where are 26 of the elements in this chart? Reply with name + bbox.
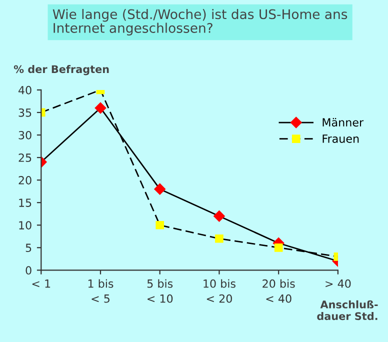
x-tick-label: < 1 (32, 280, 50, 288)
y-tick-label: 5 (26, 244, 32, 252)
point (215, 234, 224, 243)
y-axis-title: % der Befragten (14, 65, 109, 76)
y-tick-label: 25 (18, 154, 32, 162)
x-tick-label: 5 bis < 10 (147, 279, 173, 303)
y-tick-label: 40 (18, 86, 32, 94)
y-tick-label: 35 (18, 108, 32, 117)
x-axis-title: Anschluß- dauer Std. (317, 300, 378, 320)
x-tick-label: 20 bis < 40 (262, 279, 295, 303)
y-tick-label: 20 (18, 176, 32, 184)
legend-label: Frauen (322, 134, 359, 143)
x-tick-label: 1 bis < 5 (88, 279, 114, 303)
point (214, 210, 225, 222)
y-tick-label: 10 (19, 221, 32, 230)
x-tick-label: 10 bis < 20 (204, 279, 236, 303)
y-tick-label: 30 (18, 130, 32, 140)
point (156, 220, 164, 230)
chart-title: Wie lange (Std./Woche) ist das US-Home ans Internet angeschlossen? (52, 8, 348, 36)
point (94, 102, 106, 114)
point (274, 243, 283, 252)
x-tick-label: > 40 (326, 279, 351, 288)
y-tick-label: 0 (26, 266, 32, 275)
y-tick-label: 15 (19, 198, 32, 207)
legend-label: Männer (322, 118, 364, 127)
point (154, 183, 166, 195)
